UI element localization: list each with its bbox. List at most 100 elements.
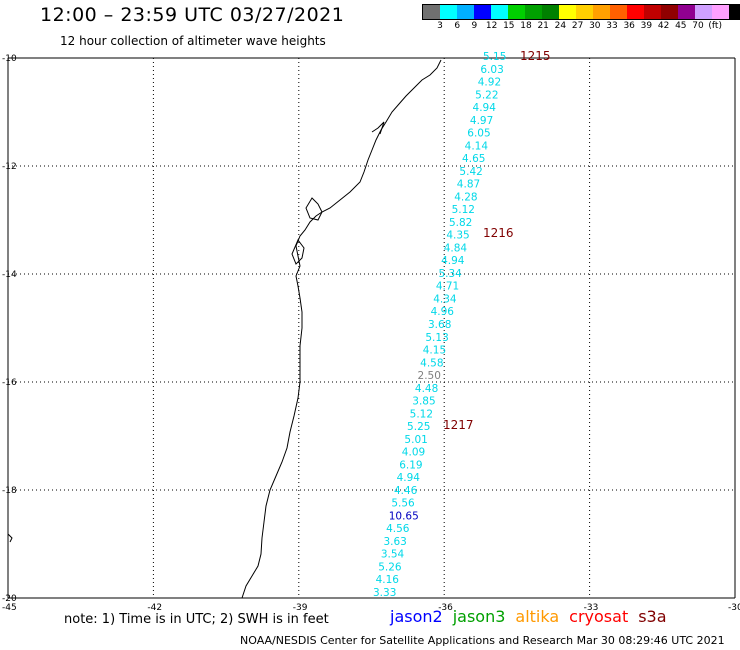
satellite-name: s3a: [638, 607, 667, 626]
satellite-name: jason3: [452, 607, 506, 626]
color-scale-swatch: [423, 5, 440, 19]
color-scale-bar: [422, 4, 740, 20]
wave-height-value: 4.97: [470, 115, 493, 127]
wave-height-value: 5.56: [391, 498, 415, 510]
latitude-label: -20: [2, 594, 17, 604]
latitude-labels: -10 -12 -14 -16 -18 -20: [2, 54, 17, 604]
wave-height-value: 5.01: [404, 434, 427, 446]
island-outline: [7, 533, 13, 543]
wave-height-value: 2.50: [418, 370, 441, 382]
color-scale-swatch: [525, 5, 542, 19]
longitude-label: -33: [584, 603, 599, 613]
color-scale-label: 9: [471, 21, 478, 31]
wave-height-value: 5.12: [410, 408, 433, 420]
map-subtitle: 12 hour collection of altimeter wave hei…: [60, 34, 326, 48]
wave-height-value: 5.13: [425, 332, 448, 344]
longitude-label: -42: [147, 603, 162, 613]
color-scale-swatch: [474, 5, 491, 19]
color-scale-label: 70: [692, 21, 704, 31]
wave-height-value: 3.63: [383, 536, 406, 548]
wave-height-value: 5.25: [407, 421, 430, 433]
wave-height-value: 6.05: [467, 128, 490, 140]
pass-time-labels: 1215 1216 1217: [443, 49, 551, 432]
wave-height-value: 4.65: [462, 153, 485, 165]
map-title: 12:00 – 23:59 UTC 03/27/2021: [40, 4, 345, 26]
wave-height-value: 3.85: [412, 396, 435, 408]
color-scale-label: 36: [623, 21, 635, 31]
color-scale-legend: 3 6 9 12 15 18 21 24 27 30 33 36 39 42 45 70 (ft): [422, 4, 740, 32]
wave-height-value: 5.26: [378, 561, 402, 573]
wave-height-value: 4.09: [402, 447, 425, 459]
satellite-name: jason2: [390, 607, 443, 626]
wave-height-value: 6.19: [399, 459, 422, 471]
latitude-label: -10: [2, 54, 17, 64]
wave-height-value: 4.92: [478, 77, 501, 89]
wave-height-value: 4.71: [436, 281, 459, 293]
color-scale-swatch: [491, 5, 508, 19]
wave-height-value: 6.03: [480, 64, 503, 76]
pass-time-label: 1216: [483, 226, 514, 240]
wave-height-value: 5.12: [452, 204, 475, 216]
color-scale-swatch: [627, 5, 644, 19]
wave-height-value: 4.94: [441, 255, 465, 267]
satellite-name: altika: [515, 607, 560, 626]
color-scale-label: 18: [520, 21, 532, 31]
wave-height-value: 4.16: [376, 574, 400, 586]
color-scale-label: 21: [537, 21, 549, 31]
color-scale-label: 6: [454, 21, 461, 31]
wave-height-value: 4.94: [397, 472, 421, 484]
wave-height-value: 4.46: [394, 485, 418, 497]
pass-time-label: 1215: [520, 49, 551, 63]
color-scale-swatch: [559, 5, 576, 19]
color-scale-label: (ft): [708, 21, 722, 31]
color-scale-labels: 3 6 9 12 15 18 21 24 27 30 33 36 39 42 45 70 (ft): [422, 20, 740, 32]
wave-height-value: 5.22: [475, 89, 498, 101]
longitude-label: -30: [728, 603, 740, 613]
units-note: note: 1) Time is in UTC; 2) SWH is in fe…: [64, 612, 329, 627]
wave-height-value: 5.15: [483, 51, 506, 63]
wave-height-value: 4.14: [465, 140, 489, 152]
color-scale-label: 24: [554, 21, 567, 31]
wave-height-value: 4.84: [444, 242, 468, 254]
color-scale-label: 33: [606, 21, 618, 31]
wave-height-value: 5.34: [438, 268, 462, 280]
coastline: [241, 59, 442, 599]
color-scale-swatch: [593, 5, 610, 19]
color-scale-swatch: [729, 5, 740, 19]
coastline-detail: [291, 121, 385, 265]
wave-height-value: 5.82: [449, 217, 472, 229]
color-scale-swatch: [440, 5, 457, 19]
color-scale-label: 15: [503, 21, 515, 31]
wave-height-value: 4.28: [454, 191, 477, 203]
color-scale-swatch: [457, 5, 474, 19]
wave-height-value: 4.58: [420, 357, 443, 369]
pass-time-label: 1217: [443, 418, 474, 432]
color-scale-swatch: [678, 5, 695, 19]
wave-height-value: 4.96: [431, 306, 455, 318]
color-scale-swatch: [508, 5, 525, 19]
satellite-legend: jason2 jason3 altika cryosat s3a: [390, 607, 677, 626]
color-scale-label: 42: [657, 21, 670, 31]
latitude-label: -12: [2, 162, 17, 172]
longitude-label: -39: [293, 603, 308, 613]
color-scale-label: 3: [437, 21, 443, 31]
color-scale-swatch: [661, 5, 678, 19]
longitude-label: -36: [438, 603, 453, 613]
color-scale-swatch: [712, 5, 729, 19]
latitude-label: -18: [2, 486, 17, 496]
color-scale-swatch: [644, 5, 661, 19]
wave-height-value: 5.42: [459, 166, 482, 178]
wave-height-value: 3.33: [373, 587, 396, 599]
color-scale-label: 12: [485, 21, 498, 31]
color-scale-swatch: [542, 5, 559, 19]
wave-height-value: 3.54: [381, 549, 405, 561]
map-grid: [7, 57, 736, 599]
credit-footer: NOAA/NESDIS Center for Satellite Applica…: [240, 634, 725, 647]
wave-height-value: 4.34: [433, 293, 457, 305]
satellite-name: cryosat: [569, 607, 629, 626]
color-scale-label: 27: [571, 21, 584, 31]
longitude-label: -45: [2, 603, 17, 613]
latitude-label: -16: [2, 378, 17, 388]
